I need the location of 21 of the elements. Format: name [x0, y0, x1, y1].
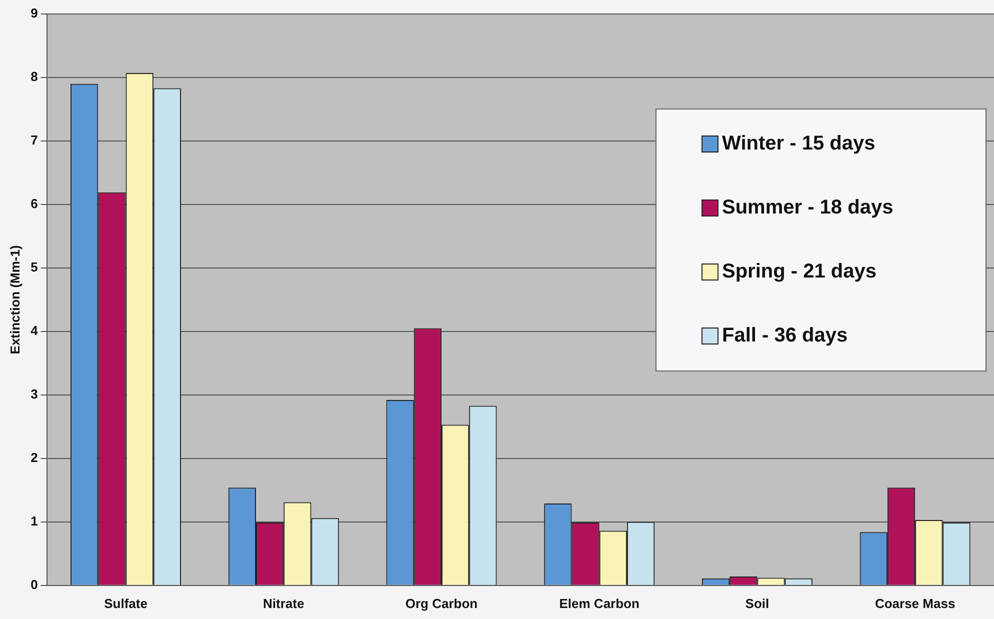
y-axis-title: Extinction (Mm-1): [7, 245, 22, 354]
y-tick-label: 0: [30, 576, 38, 592]
y-tick-label: 8: [30, 69, 38, 84]
x-tick-label: Org Carbon: [405, 596, 478, 611]
x-tick-label: Nitrate: [263, 596, 304, 611]
y-tick-label: 2: [30, 450, 38, 465]
legend-label: Winter - 15 days: [722, 132, 876, 155]
y-tick-label: 1: [30, 513, 38, 528]
y-tick-label: 7: [30, 132, 38, 148]
y-tick-label: 3: [30, 386, 38, 402]
y-tick-label: 5: [30, 260, 38, 275]
x-tick-label: Soil: [745, 596, 770, 611]
x-tick-label: Coarse Mass: [874, 596, 956, 611]
y-tick-label: 9: [30, 6, 38, 21]
legend-label: Spring - 21 days: [722, 260, 876, 283]
x-tick-label: Elem Carbon: [559, 596, 640, 611]
legend-label: Summer - 18 days: [722, 196, 894, 219]
legend-label: Fall - 36 days: [722, 324, 848, 347]
x-tick-label: Sulfate: [104, 596, 148, 611]
y-tick-label: 4: [30, 323, 39, 338]
y-tick-label: 6: [30, 196, 38, 212]
